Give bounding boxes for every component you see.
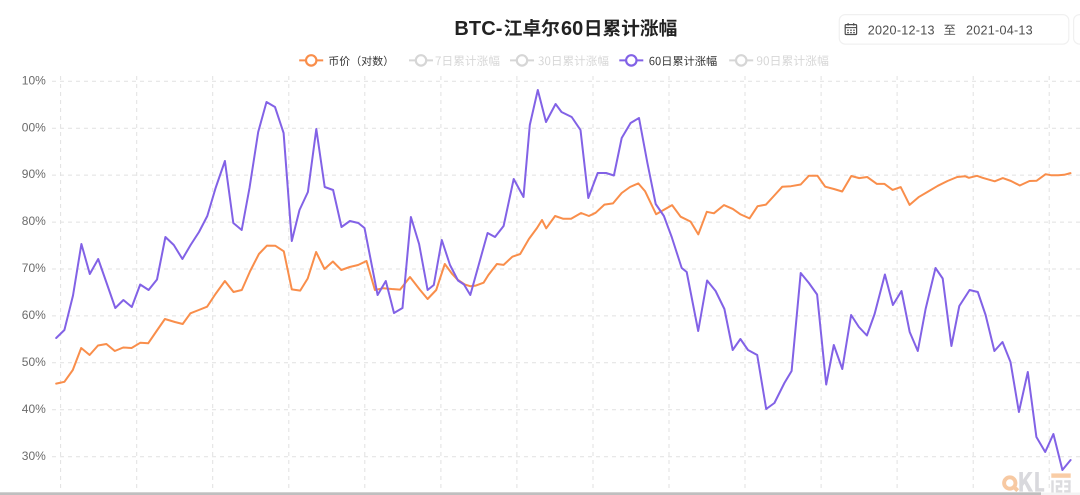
svg-text:30%: 30%	[22, 449, 46, 463]
svg-text:60: 60	[561, 18, 583, 40]
svg-text:00%: 00%	[22, 120, 46, 134]
svg-text:40%: 40%	[22, 402, 46, 416]
svg-text:BTC-: BTC-	[454, 18, 502, 40]
svg-text:2020-12-13: 2020-12-13	[868, 23, 935, 37]
svg-text:2021-04-13: 2021-04-13	[966, 23, 1033, 37]
svg-text:60%: 60%	[22, 308, 46, 322]
svg-text:50%: 50%	[22, 355, 46, 369]
svg-text:90%: 90%	[22, 167, 46, 181]
svg-text:10%: 10%	[22, 73, 46, 87]
svg-text:70%: 70%	[22, 261, 46, 275]
svg-text:80%: 80%	[22, 214, 46, 228]
